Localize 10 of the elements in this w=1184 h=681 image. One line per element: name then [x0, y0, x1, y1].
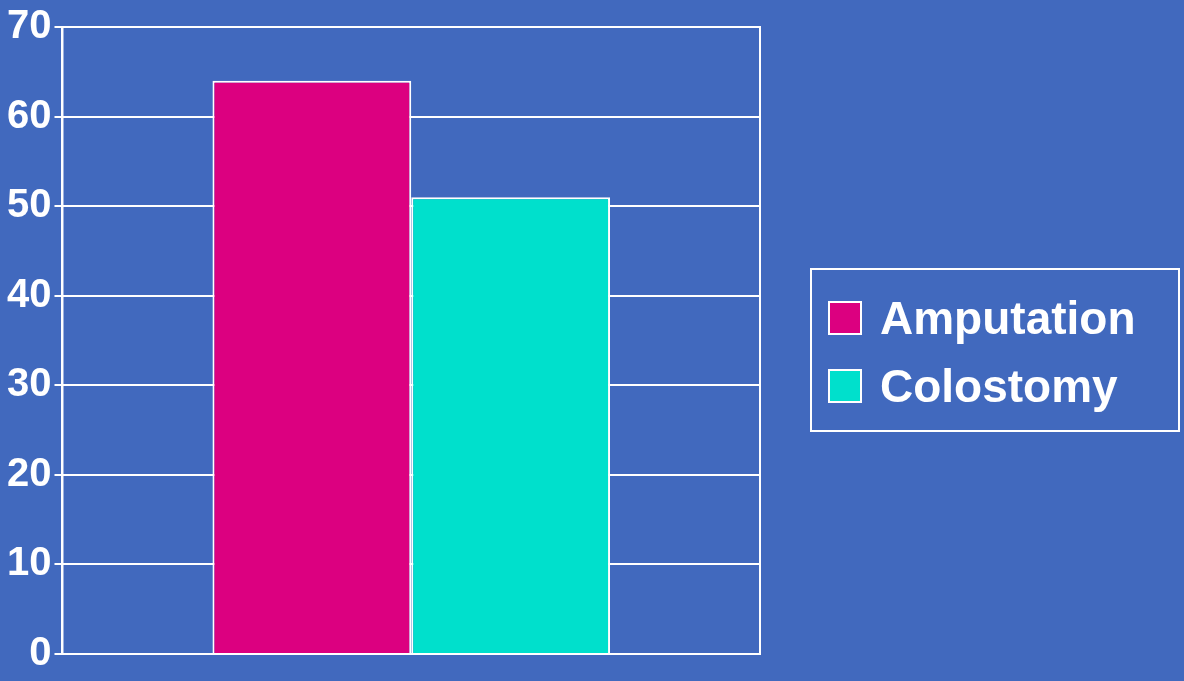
- y-tick-label: 30: [6, 360, 52, 405]
- legend-label: Colostomy: [880, 359, 1118, 412]
- y-tick-label: 10: [6, 539, 52, 584]
- y-tick-label: 50: [6, 181, 52, 226]
- y-tick-label: 60: [6, 91, 52, 136]
- y-tick-label: 40: [6, 270, 52, 315]
- y-tick-label: 20: [6, 449, 52, 494]
- y-tick-label: 0: [29, 629, 52, 674]
- y-tick-label: 70: [6, 2, 52, 47]
- legend-label: Amputation: [880, 291, 1136, 344]
